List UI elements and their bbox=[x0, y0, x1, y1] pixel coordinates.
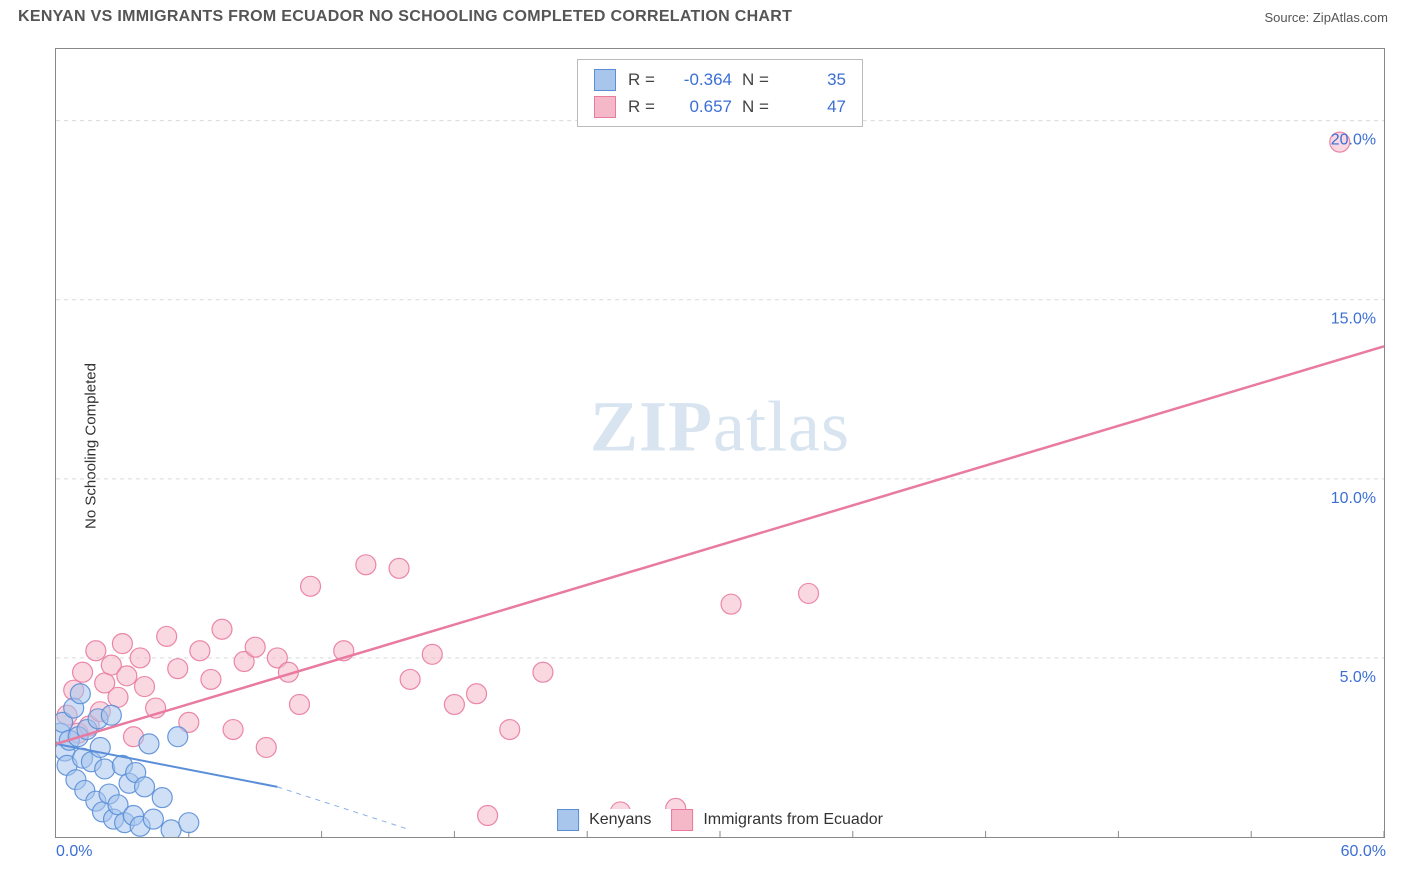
source-attribution: Source: ZipAtlas.com bbox=[1264, 10, 1388, 25]
x-axis-max-label: 60.0% bbox=[1341, 843, 1386, 861]
r-label: R = bbox=[628, 93, 660, 120]
swatch-ecuador bbox=[594, 96, 616, 118]
legend-item-kenyans: Kenyans bbox=[557, 809, 651, 831]
correlation-legend: R = -0.364 N = 35 R = 0.657 N = 47 bbox=[577, 59, 863, 127]
source-label: Source: bbox=[1264, 10, 1312, 25]
correlation-row-ecuador: R = 0.657 N = 47 bbox=[594, 93, 846, 120]
swatch-kenyans bbox=[594, 69, 616, 91]
svg-text:15.0%: 15.0% bbox=[1331, 311, 1376, 328]
n-label: N = bbox=[742, 66, 774, 93]
swatch-ecuador bbox=[671, 809, 693, 831]
chart-title: KENYAN VS IMMIGRANTS FROM ECUADOR NO SCH… bbox=[18, 8, 792, 26]
scatter-plot: 5.0% 10.0% 15.0% 20.0% bbox=[56, 49, 1384, 837]
r-value-kenyans: -0.364 bbox=[670, 66, 732, 93]
correlation-row-kenyans: R = -0.364 N = 35 bbox=[594, 66, 846, 93]
svg-text:10.0%: 10.0% bbox=[1331, 490, 1376, 507]
x-axis-min-label: 0.0% bbox=[56, 843, 92, 861]
legend-item-ecuador: Immigrants from Ecuador bbox=[671, 809, 883, 831]
n-label: N = bbox=[742, 93, 774, 120]
legend-label-ecuador: Immigrants from Ecuador bbox=[703, 811, 883, 829]
header-bar: KENYAN VS IMMIGRANTS FROM ECUADOR NO SCH… bbox=[0, 0, 1406, 30]
legend-label-kenyans: Kenyans bbox=[589, 811, 651, 829]
source-name: ZipAtlas.com bbox=[1313, 10, 1388, 25]
chart-area: ZIPatlas 5.0%10.0%15.0%20.0% R = -0.364 … bbox=[55, 48, 1385, 838]
r-label: R = bbox=[628, 66, 660, 93]
r-value-ecuador: 0.657 bbox=[670, 93, 732, 120]
n-value-ecuador: 47 bbox=[784, 93, 846, 120]
svg-text:5.0%: 5.0% bbox=[1340, 669, 1376, 686]
series-legend: Kenyans Immigrants from Ecuador bbox=[557, 809, 883, 831]
swatch-kenyans bbox=[557, 809, 579, 831]
svg-text:20.0%: 20.0% bbox=[1331, 132, 1376, 149]
n-value-kenyans: 35 bbox=[784, 66, 846, 93]
